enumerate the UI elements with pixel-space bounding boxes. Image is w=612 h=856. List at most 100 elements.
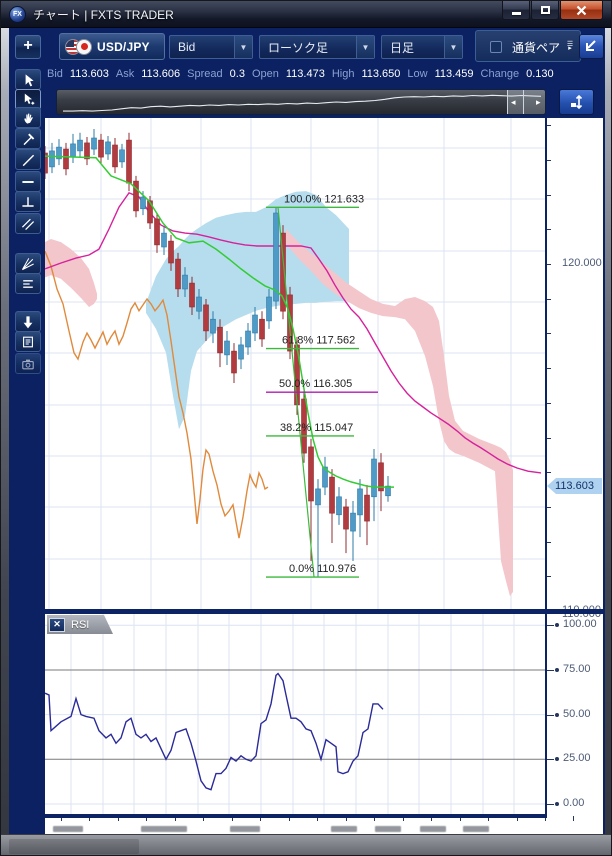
tool-move-cursor[interactable] [15, 89, 41, 110]
horizontal-line-icon [22, 180, 34, 183]
title-bar[interactable]: FX チャート | FXTS TRADER [1, 1, 611, 28]
fib-levels-icon [23, 279, 33, 288]
rsi-plot[interactable] [45, 614, 546, 816]
overview-scrollbar[interactable]: ◂ ▸ [56, 89, 546, 115]
candle [252, 314, 258, 334]
chart-type-dropdown[interactable]: ローソク足 ▼ [259, 35, 375, 59]
candle [371, 458, 377, 498]
tool-fib-retracement[interactable] [15, 273, 41, 294]
fib-level-label: 100.0% 121.633 [284, 193, 364, 205]
date-tick [573, 816, 574, 821]
date-axis[interactable] [45, 816, 603, 834]
tool-snapshot[interactable] [15, 353, 41, 374]
main-chart-svg[interactable]: 100.0% 121.633 61.8% 117.562 50.0% 116.305… [45, 118, 546, 609]
fx-logo-icon: FX [9, 5, 26, 23]
candle [210, 318, 216, 334]
tool-ray-fan[interactable] [15, 253, 41, 274]
low-label: Low [407, 68, 428, 80]
rsi-svg[interactable] [45, 614, 546, 816]
date-tick [289, 816, 290, 821]
autoscale-icon [570, 94, 582, 110]
date-tick [89, 816, 90, 821]
candle [70, 143, 76, 158]
tool-arrow-down[interactable] [15, 311, 41, 332]
price-label-clipped: 110.000 [562, 614, 601, 620]
timeframe-value: 日足 [390, 40, 415, 55]
candle [49, 150, 55, 168]
date-tick [346, 816, 347, 821]
date-tick [517, 816, 518, 821]
price-tick [546, 229, 551, 230]
high-value: 113.650 [361, 68, 401, 80]
autoscale-button[interactable] [559, 89, 594, 115]
status-inset [9, 839, 139, 854]
candle [63, 148, 69, 170]
tool-horizontal-line[interactable] [15, 171, 41, 192]
rsi-tick [546, 759, 554, 760]
date-label [375, 826, 401, 832]
candle [329, 476, 335, 514]
pair-checkbox[interactable] [490, 41, 502, 53]
candle [126, 139, 132, 184]
tool-trend-line[interactable] [15, 149, 41, 170]
pair-panel: 通貨ペア ☰ ▸ [475, 30, 581, 62]
tool-parallel-lines[interactable] [15, 213, 41, 234]
dock-button[interactable] [579, 34, 604, 59]
candle [273, 212, 279, 302]
cursor-icon [25, 73, 34, 86]
plot-top-border [45, 117, 605, 118]
ichimoku-cloud-blue [146, 191, 349, 430]
tool-note[interactable] [15, 331, 41, 352]
rsi-tab-label: RSI [71, 618, 90, 631]
pair-menu-button[interactable]: ☰ ▸ [562, 34, 578, 60]
add-chart-button[interactable]: + [15, 35, 41, 59]
rsi-tick-dot [555, 802, 559, 806]
price-type-dropdown[interactable]: Bid ▼ [169, 35, 253, 59]
rsi-axis[interactable]: 100.00 75.00 50.00 25.00 0.00 110.000 [546, 614, 603, 816]
right-arrow-icon[interactable]: ▸ [536, 97, 541, 107]
candle [147, 200, 153, 224]
rsi-tick-dot [555, 668, 559, 672]
candle [77, 139, 83, 152]
price-tick [546, 333, 551, 334]
timeframe-dropdown[interactable]: 日足 ▼ [381, 35, 463, 59]
parallel-lines-icon [21, 218, 35, 230]
candle [245, 330, 251, 348]
price-label: 120.000 [562, 257, 602, 269]
close-button[interactable] [560, 1, 603, 20]
symbol-selector[interactable]: USD/JPY [59, 33, 165, 60]
change-label: Change [480, 68, 520, 80]
candle [357, 488, 363, 516]
minimize-button[interactable] [502, 1, 530, 20]
window-frame-right[interactable] [605, 28, 611, 834]
tool-hand[interactable] [15, 107, 41, 128]
price-tick [546, 299, 551, 300]
rsi-axis-label: 75.00 [563, 663, 591, 675]
ask-label: Ask [115, 68, 135, 80]
tool-price-marker[interactable] [15, 128, 41, 149]
rsi-axis-label: 0.00 [563, 797, 585, 809]
chart-type-value: ローソク足 [268, 40, 329, 55]
corner-arrow-icon [586, 40, 596, 51]
tool-vertical-line[interactable] [15, 191, 41, 212]
rsi-panel-divider[interactable] [45, 609, 605, 614]
rsi-close-button[interactable]: ✕ [49, 618, 65, 632]
chevron-down-icon: ▼ [234, 36, 252, 58]
left-arrow-icon[interactable]: ◂ [511, 97, 516, 107]
date-tick [203, 816, 204, 821]
date-label [53, 826, 83, 832]
date-label [420, 826, 446, 832]
main-chart-plot[interactable]: 100.0% 121.633 61.8% 117.562 50.0% 116.305… [45, 118, 546, 609]
candle [385, 485, 391, 497]
candle [266, 296, 272, 322]
rsi-tick [546, 625, 554, 626]
low-value: 113.459 [434, 68, 474, 80]
rsi-tick [546, 715, 554, 716]
scroll-thumb[interactable] [507, 90, 545, 114]
close-icon [576, 5, 587, 15]
maximize-button[interactable] [531, 1, 559, 20]
price-tick [546, 264, 551, 265]
rsi-axis-label: 25.00 [563, 752, 591, 764]
tool-cursor[interactable] [15, 69, 41, 90]
